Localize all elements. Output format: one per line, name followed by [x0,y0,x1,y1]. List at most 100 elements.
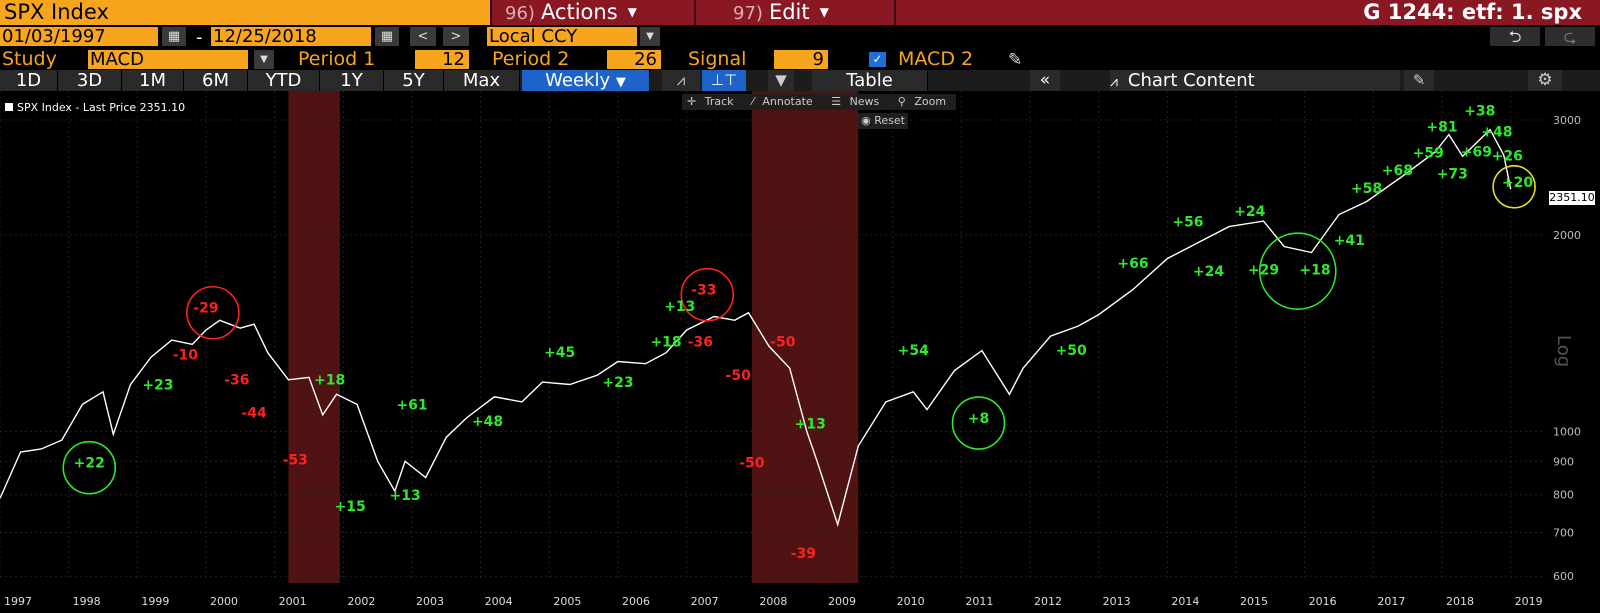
gear-icon[interactable]: ⚙ [1528,70,1562,91]
macd2-checkbox[interactable]: ✓ [869,52,886,67]
next-period-button[interactable]: > [443,27,469,46]
reset-button[interactable]: ◉ Reset [858,113,908,129]
y-tick-label: 1000 [1553,425,1581,438]
chevron-down-icon: ▼ [819,5,829,19]
function-code: G 1244: etf: 1. spx [1363,0,1582,24]
table-button[interactable]: Table [812,70,928,91]
y-tick-label: 3000 [1553,114,1581,127]
news-label: News [849,95,880,108]
tab-3d[interactable]: 3D [58,70,122,91]
chevron-down-icon[interactable]: ▼ [768,70,794,91]
macd-annotation: +18 [650,334,681,350]
x-tick-label: 2014 [1171,595,1199,608]
macd-annotation: +58 [1351,181,1382,197]
tab-1y[interactable]: 1Y [320,70,384,91]
chevron-down-icon[interactable]: ▼ [640,27,660,46]
edit-menu-label: Edit [768,0,810,24]
chart-tools: ✛ Track ⁄ Annotate ☰ News ⚲ Zoom [682,94,957,110]
macd-annotation: -36 [224,373,249,389]
macd-annotation: +18 [314,373,345,389]
macd-annotation: +45 [544,345,575,361]
x-tick-label: 2007 [691,595,719,608]
edit-layout-icon[interactable]: ✎ [1404,70,1434,91]
bar-chart-icon[interactable]: ⊥⊤ [702,70,746,91]
news-button[interactable]: ☰ News [831,95,880,108]
highlight-circle [951,396,1006,450]
end-date-field[interactable]: 12/25/2018 [211,27,371,46]
recession-band [751,91,859,583]
signal-input[interactable]: 9 [774,50,828,69]
redo-icon[interactable]: ⮎ [1545,27,1595,46]
x-tick-label: 2012 [1034,595,1062,608]
title-divider [894,0,896,25]
x-tick-label: 2018 [1446,595,1474,608]
frequency-select[interactable]: Weekly ▼ [522,70,650,91]
title-divider [490,0,492,25]
track-label: Track [704,95,734,108]
period1-input[interactable]: 12 [415,50,469,69]
scale-label: Log [1553,335,1574,368]
chevron-down-icon[interactable]: ▼ [254,50,274,69]
tab-1d[interactable]: 1D [0,70,58,91]
security-ticker[interactable]: SPX Index [0,0,490,25]
edit-menu-number: 97) [733,3,763,24]
x-tick-label: 2009 [828,595,856,608]
x-tick-label: 2003 [416,595,444,608]
macd-annotation: +23 [142,377,173,393]
track-button[interactable]: ✛ Track [687,95,734,108]
chevron-down-icon: ▼ [615,75,626,90]
macd-annotation: +61 [396,398,427,414]
macd-annotation: +73 [1437,167,1468,183]
x-tick-label: 1998 [73,595,101,608]
macd-annotation: +68 [1382,163,1413,179]
highlight-circle [186,285,240,340]
calendar-icon[interactable]: ▦ [375,27,399,46]
previous-period-button[interactable]: < [410,27,436,46]
x-tick-label: 2006 [622,595,650,608]
reset-label: Reset [874,114,905,127]
tab-6m[interactable]: 6M [184,70,248,91]
macd-annotation: +22 [74,456,105,472]
start-date-field[interactable]: 01/03/1997 [0,27,158,46]
price-chart-svg: 600 700 800 900 1000 2000 3000 1997 1998 1999 2000… [0,91,1581,608]
undo-icon[interactable]: ⮌ [1490,27,1540,46]
macd-annotation: -39 [791,546,816,562]
period2-input[interactable]: 26 [607,50,661,69]
zoom-button[interactable]: ⚲ Zoom [897,95,947,108]
collapse-left-icon[interactable]: « [1030,70,1060,91]
macd-annotation: +54 [898,343,929,359]
line-chart-icon[interactable]: ⩘ [662,70,700,91]
macd-annotation: +26 [1492,149,1523,165]
y-tick-label: 2000 [1553,229,1581,242]
macd-annotation: -33 [691,283,716,299]
price-line [0,128,1512,528]
edit-menu[interactable]: 97) Edit ▼ [733,0,829,25]
macd-annotation: +20 [1502,175,1533,191]
tab-1m[interactable]: 1M [122,70,184,91]
macd-annotation: +38 [1464,103,1495,119]
chart-content-button[interactable]: ⩘ Chart Content [1110,70,1400,91]
tab-max[interactable]: Max [444,70,520,91]
macd-annotation: -36 [688,334,713,350]
macd-annotation: +29 [1248,262,1279,278]
pencil-icon[interactable]: ✎ [1008,50,1023,70]
macd-annotation: +56 [1172,215,1203,231]
chevron-down-icon: ▼ [627,5,637,19]
x-tick-label: 2001 [279,595,307,608]
macd-annotation: +13 [390,488,421,504]
price-chart[interactable]: 600 700 800 900 1000 2000 3000 1997 1998 1999 2000… [0,91,1600,613]
study-select[interactable]: MACD [88,50,248,69]
tab-5y[interactable]: 5Y [384,70,444,91]
macd-annotation: +18 [1299,262,1330,278]
highlight-circle [680,267,735,322]
tab-ytd[interactable]: YTD [248,70,320,91]
actions-menu[interactable]: 96) Actions ▼ [505,0,637,25]
currency-select[interactable]: Local CCY [487,27,637,46]
annotate-button[interactable]: ⁄ Annotate [752,95,813,108]
calendar-icon[interactable]: ▦ [162,27,186,46]
highlight-circle [1492,165,1536,209]
macd-annotation: +48 [472,414,503,430]
macd-annotation: +24 [1234,204,1265,220]
period1-label: Period 1 [298,48,376,70]
macd-annotation: -53 [283,452,308,468]
